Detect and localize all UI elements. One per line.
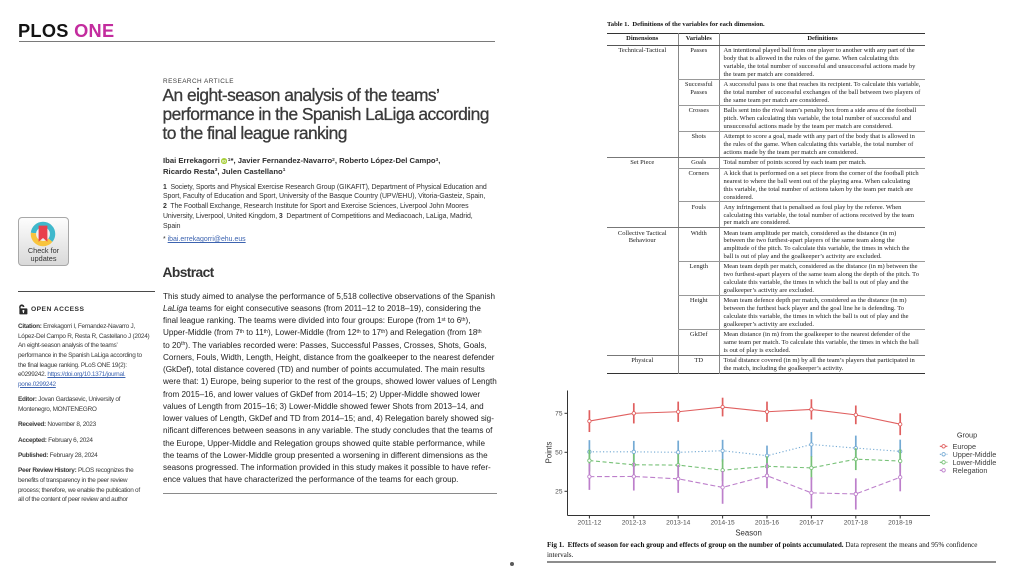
svg-text:2015-16: 2015-16: [755, 520, 780, 527]
svg-text:Season: Season: [735, 529, 761, 538]
svg-text:50: 50: [555, 450, 563, 457]
svg-text:iD: iD: [222, 159, 226, 163]
svg-text:2014-15: 2014-15: [710, 520, 735, 527]
svg-text:2017-18: 2017-18: [844, 520, 869, 527]
svg-text:2012-13: 2012-13: [622, 520, 647, 527]
svg-text:Group: Group: [957, 431, 977, 440]
svg-text:2013-14: 2013-14: [666, 520, 691, 527]
svg-text:2016-17: 2016-17: [799, 520, 824, 527]
svg-text:Lower-Middle: Lower-Middle: [953, 458, 997, 467]
svg-text:75: 75: [555, 411, 563, 418]
svg-text:Points: Points: [545, 442, 554, 464]
svg-text:2018-19: 2018-19: [888, 520, 913, 527]
svg-text:Relegation: Relegation: [953, 466, 988, 475]
svg-text:Upper-Middle: Upper-Middle: [953, 450, 997, 459]
svg-text:25: 25: [555, 489, 563, 496]
svg-text:2011-12: 2011-12: [578, 520, 602, 527]
svg-text:Europe: Europe: [953, 442, 977, 451]
